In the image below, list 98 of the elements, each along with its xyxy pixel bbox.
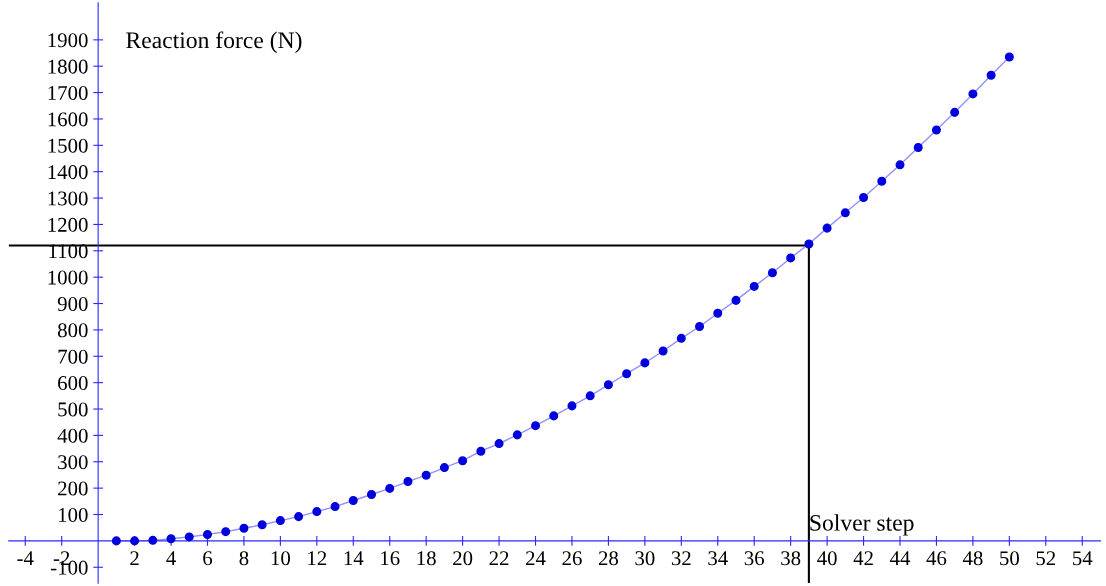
x-tick-label: 28 (598, 551, 619, 566)
x-tick-label: 48 (962, 551, 983, 566)
x-tick-label: 50 (1000, 551, 1019, 566)
y-tick-label: 1000 (48, 270, 88, 285)
x-tick-label: 40 (817, 551, 837, 566)
point (148, 535, 158, 545)
point (859, 193, 869, 203)
y-tick-label: 1300 (48, 191, 88, 206)
point (130, 536, 140, 546)
x-tick-label: 16 (381, 551, 400, 566)
point (840, 208, 850, 218)
point (202, 530, 213, 540)
point (294, 512, 304, 522)
x-tick-label: 14 (344, 551, 364, 566)
point (1004, 52, 1014, 62)
point (458, 456, 468, 466)
point (385, 483, 395, 493)
point (239, 523, 249, 533)
x-tick-label: 36 (744, 551, 765, 566)
y-tick-label: 200 (58, 481, 88, 496)
y-tick-label: 600 (58, 376, 88, 391)
point (877, 176, 887, 186)
y-tick-label: 1400 (48, 165, 88, 180)
point (658, 346, 668, 356)
x-tick-label: -4 (17, 551, 34, 566)
point (986, 70, 996, 80)
point (330, 502, 340, 512)
point (968, 89, 978, 99)
point (421, 470, 431, 480)
point (512, 430, 522, 440)
y-tick-label: 1800 (48, 59, 88, 74)
point (257, 520, 267, 530)
y-tick-label: 500 (58, 402, 88, 417)
point (950, 107, 960, 117)
x-tick-label: 10 (271, 551, 291, 566)
point (275, 516, 285, 526)
x-tick-label: 42 (853, 551, 873, 566)
y-tick-label: 300 (58, 455, 88, 470)
x-tick-label: 22 (489, 551, 509, 566)
x-tick-label: 30 (635, 551, 655, 566)
x-tick-label: 4 (166, 551, 176, 566)
point (312, 507, 322, 517)
point (913, 142, 923, 152)
point (749, 281, 759, 291)
point (640, 358, 650, 368)
point (221, 527, 231, 537)
x-tick-label: 18 (417, 551, 436, 566)
y-tick-label: 1200 (48, 217, 88, 232)
point (531, 421, 541, 431)
point (111, 536, 121, 546)
x-tick-label: 8 (239, 551, 249, 566)
y-tick-label: 400 (57, 428, 88, 443)
point (585, 391, 595, 401)
point (184, 532, 194, 542)
y-tick-label: 900 (57, 296, 88, 311)
y-tick-label: 700 (58, 349, 88, 364)
y-tick-label: 1500 (48, 138, 88, 153)
point (476, 446, 486, 456)
x-tick-label: 6 (203, 551, 213, 566)
point (931, 125, 941, 135)
point (549, 411, 559, 421)
point (567, 401, 577, 411)
x-axis-title: Solver step (810, 514, 914, 536)
point (822, 223, 832, 233)
point (786, 253, 796, 263)
x-tick-label: 46 (926, 551, 947, 566)
x-tick-label: 34 (708, 551, 728, 566)
x-tick-label: 54 (1073, 551, 1093, 566)
y-tick-label: 800 (57, 323, 88, 338)
point (166, 534, 176, 544)
point (366, 489, 377, 499)
x-tick-label: 44 (890, 551, 911, 566)
y-axis-title: Reaction force (N) (126, 31, 302, 54)
x-tick-label: 26 (562, 551, 582, 566)
x-tick-label: 32 (671, 551, 691, 566)
x-tick-label: 20 (453, 551, 473, 566)
point (895, 160, 905, 170)
y-tick-label: 1600 (48, 112, 88, 127)
y-tick-label: 1700 (48, 85, 88, 101)
point (804, 239, 814, 249)
point (676, 333, 686, 343)
point (622, 369, 632, 379)
point (439, 463, 449, 473)
x-tick-label: 38 (781, 551, 801, 566)
point (403, 477, 413, 487)
point (348, 496, 358, 506)
point (494, 439, 504, 449)
point (731, 295, 741, 305)
point (767, 268, 777, 278)
y-tick-label: 1900 (48, 33, 88, 48)
point (695, 321, 705, 332)
x-tick-label: 24 (526, 551, 546, 566)
point (713, 308, 723, 318)
y-tick-label: 100 (59, 507, 88, 522)
x-tick-label: 52 (1036, 551, 1056, 566)
x-tick-label: 12 (308, 551, 327, 566)
x-tick-label: 2 (130, 551, 139, 566)
point (603, 380, 613, 390)
